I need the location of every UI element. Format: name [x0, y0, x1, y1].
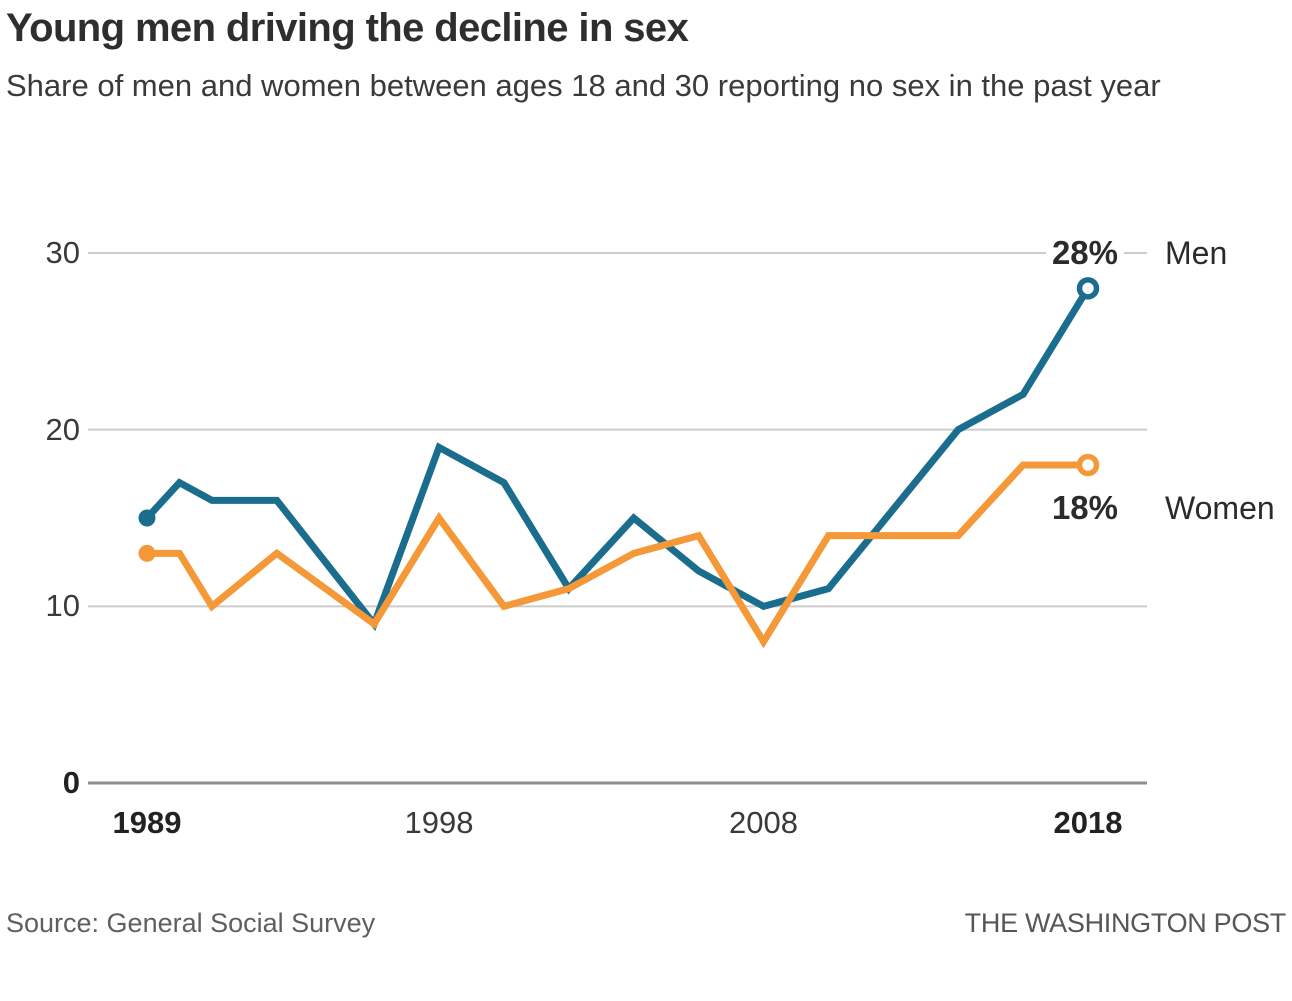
chart-footer: Source: General Social Survey THE WASHIN… — [0, 908, 1292, 939]
chart-subtitle: Share of men and women between ages 18 a… — [6, 68, 1161, 103]
y-tick-label: 0 — [62, 765, 80, 800]
men-start-dot — [138, 509, 156, 527]
men-line — [144, 286, 1091, 632]
x-tick-label: 1989 — [112, 805, 182, 840]
publisher-credit: THE WASHINGTON POST — [964, 908, 1287, 938]
men-value-label: 28% — [1045, 234, 1124, 272]
y-tick-label: 10 — [45, 588, 80, 624]
women-line — [147, 461, 1088, 649]
women-end-ring — [1076, 453, 1100, 477]
women-value-label: 18% — [1045, 489, 1124, 527]
x-tick-label: 1998 — [404, 805, 474, 840]
y-tick-label: 20 — [45, 411, 80, 447]
x-tick-label: 2018 — [1053, 805, 1123, 840]
men-end-ring — [1076, 277, 1100, 300]
y-tick-label: 30 — [45, 235, 80, 270]
chart-title: Young men driving the decline in sex — [6, 6, 689, 50]
x-tick-label: 2008 — [729, 805, 798, 840]
source-note: Source: General Social Survey — [6, 908, 376, 938]
women-start-dot — [138, 544, 156, 562]
women-series-label: Women — [1165, 490, 1275, 526]
men-series-label: Men — [1165, 235, 1228, 271]
